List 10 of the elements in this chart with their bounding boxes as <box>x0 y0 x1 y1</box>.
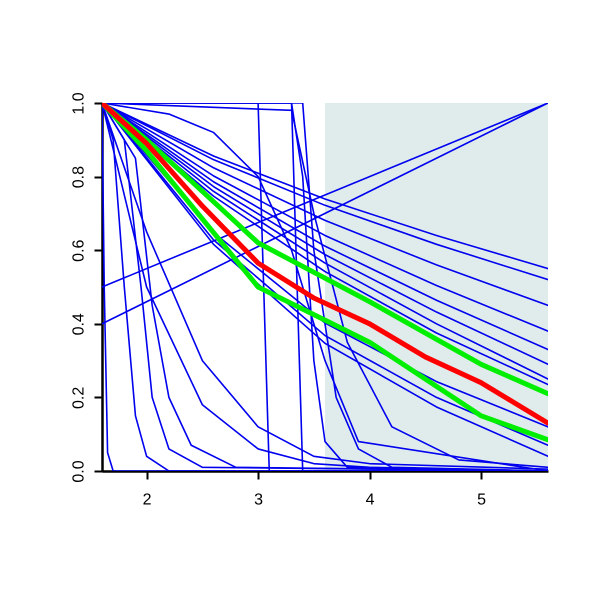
x-tick-label: 5 <box>477 492 486 508</box>
y-tick-label: 0.4 <box>70 313 88 336</box>
y-tick-label: 0.6 <box>70 239 88 262</box>
x-tick-label: 4 <box>366 492 375 508</box>
x-tick-label: 2 <box>142 492 152 508</box>
y-tick-label: 0.0 <box>70 460 88 483</box>
x-tick-label: 3 <box>254 492 264 508</box>
y-tick-label: 0.8 <box>70 166 88 188</box>
y-tick-label: 0.2 <box>70 386 88 410</box>
y-tick-label: 1.0 <box>70 92 88 115</box>
